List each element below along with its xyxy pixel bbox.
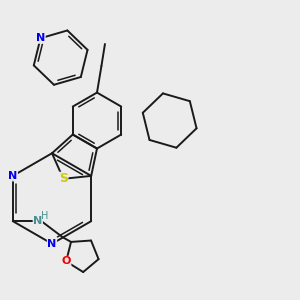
Text: N: N <box>8 171 17 181</box>
Text: N: N <box>33 216 42 226</box>
Text: N: N <box>36 33 45 43</box>
Text: O: O <box>61 256 71 266</box>
Text: N: N <box>47 239 57 249</box>
Text: S: S <box>59 172 68 185</box>
Text: H: H <box>41 211 49 221</box>
